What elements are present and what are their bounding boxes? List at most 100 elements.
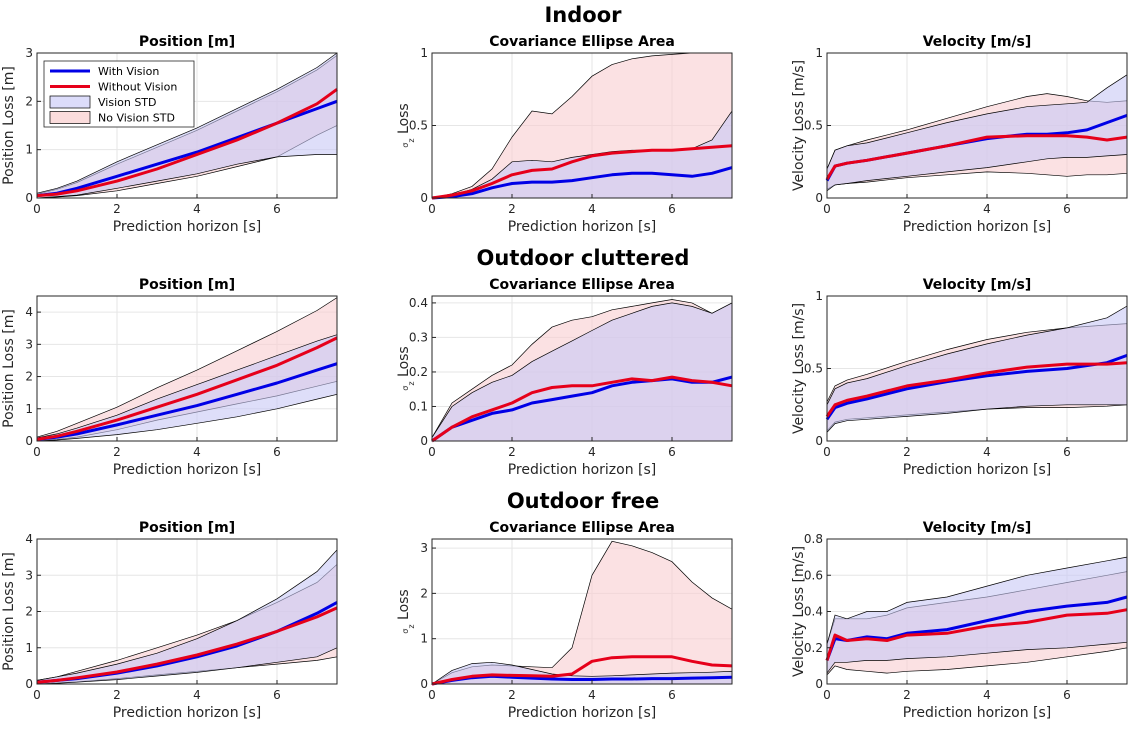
y-axis-label: Velocity Loss [m/s] [791,546,807,677]
x-axis-label: Prediction horizon [s] [113,219,262,235]
y-tick-label: 0 [420,677,428,691]
legend-swatch-patch [49,95,91,109]
sigma-symbol: σ [401,143,410,148]
subplot-title: Covariance Ellipse Area [489,520,675,536]
x-tick-label: 2 [903,202,911,216]
without-vision-line [825,608,1128,661]
y-tick-label: 3 [25,337,33,351]
sigma-symbol: σ [401,629,410,634]
x-axis-label: Prediction horizon [s] [113,462,262,478]
subplot-indoor-position: 0 2 4 6 0 1 2 3 Position [m] Prediction horizon [… [1,34,338,235]
y-tick-label: 2 [25,370,33,384]
y-tick-label: 0 [25,191,33,205]
axes-box [36,295,338,442]
y-axis-label: σz Loss [396,103,416,147]
y-tick-label: 0.3 [409,330,428,344]
legend-entry-label: Without Vision [98,81,177,94]
y-tick-label: 0 [815,434,823,448]
x-axis-label: Prediction horizon [s] [113,705,262,721]
subplot-free-position: 0 2 4 6 0 1 2 3 4 Position [m] Prediction horizon … [1,520,338,721]
y-tick-label: 0.2 [409,365,428,379]
y-tick-label: 0.4 [804,605,823,619]
y-tick-label: 0 [25,677,33,691]
y-tick-label: 2 [420,586,428,600]
subplot-title: Velocity [m/s] [923,277,1032,293]
x-tick-label: 6 [668,202,676,216]
y-tick-label: 0.2 [804,641,823,655]
subplot-indoor-covariance: 0 2 4 6 0 0.5 1 Covariance Ellipse Area Predicti… [396,34,733,235]
y-tick-label: 4 [25,305,33,319]
y-tick-label: 4 [25,532,33,546]
with-vision-line [431,375,733,443]
x-axis-label: Prediction horizon [s] [508,219,657,235]
y-tick-label: 2 [25,605,33,619]
loss-text: Loss [396,103,412,138]
x-tick-label: 0 [428,202,436,216]
x-tick-label: 6 [273,688,281,702]
subplot-title: Position [m] [139,520,235,536]
loss-text: Loss [396,589,412,624]
y-tick-label: 1 [420,46,428,60]
y-tick-label: 0 [25,434,33,448]
axes-box [431,538,733,685]
x-tick-label: 6 [1063,688,1071,702]
y-tick-label: 3 [420,541,428,555]
x-tick-label: 6 [273,445,281,459]
x-tick-label: 6 [1063,202,1071,216]
subplot-title: Velocity [m/s] [923,520,1032,536]
legend-swatch-patch [49,111,91,124]
subplots: 0 2 4 6 0 1 2 3 Position [m] Prediction horizon [… [1,34,1128,721]
x-tick-label: 2 [113,688,121,702]
x-tick-label: 2 [903,688,911,702]
y-tick-label: 1 [420,632,428,646]
x-tick-label: 0 [33,445,41,459]
x-tick-label: 4 [588,688,596,702]
y-axis-label: Position Loss [m] [1,66,17,185]
without-vision-line [431,655,733,686]
y-tick-label: 3 [25,568,33,582]
without-vision-line [36,336,338,441]
sigma-symbol: σ [401,386,410,391]
y-tick-label: 0.1 [409,399,428,413]
without-vision-line [36,88,338,198]
y-tick-label: 1 [815,46,823,60]
sigma-subscript: z [407,138,416,142]
subplot-title: Position [m] [139,34,235,50]
x-tick-label: 4 [193,202,201,216]
legend: With Vision Without Vision Vision STD No Vi… [43,60,195,128]
without-vision-line [36,606,338,684]
y-axis-label: σz Loss [396,589,416,633]
row-title-outdoor-free: Outdoor free [507,489,659,513]
y-tick-label: 3 [25,46,33,60]
x-tick-label: 4 [193,688,201,702]
sigma-subscript: z [407,624,416,628]
x-tick-label: 0 [823,445,831,459]
y-tick-label: 0.5 [804,362,823,376]
x-tick-label: 4 [588,202,596,216]
x-tick-label: 6 [1063,445,1071,459]
x-tick-label: 0 [823,688,831,702]
x-tick-label: 2 [508,202,516,216]
x-axis-label: Prediction horizon [s] [903,219,1052,235]
y-tick-label: 1 [815,289,823,303]
with-vision-line [431,166,733,200]
y-tick-label: 0 [420,191,428,205]
y-tick-label: 0 [420,434,428,448]
subplot-free-covariance: 0 2 4 6 0 1 2 3 Covariance Ellipse Area Predictio… [396,520,733,721]
x-tick-label: 4 [983,688,991,702]
x-tick-label: 2 [508,688,516,702]
subplot-title: Covariance Ellipse Area [489,277,675,293]
x-tick-label: 6 [273,202,281,216]
x-tick-label: 4 [983,445,991,459]
axes-box [431,295,733,442]
y-tick-label: 1 [25,402,33,416]
x-tick-label: 2 [903,445,911,459]
sigma-subscript: z [407,381,416,385]
subplot-cluttered-velocity: 0 2 4 6 0 0.5 1 Velocity [m/s] Prediction horizo… [791,277,1128,478]
without-vision-line [431,144,733,200]
with-vision-line [36,99,338,198]
subplot-title: Position [m] [139,277,235,293]
y-tick-label: 0.4 [409,296,428,310]
x-tick-label: 0 [823,202,831,216]
